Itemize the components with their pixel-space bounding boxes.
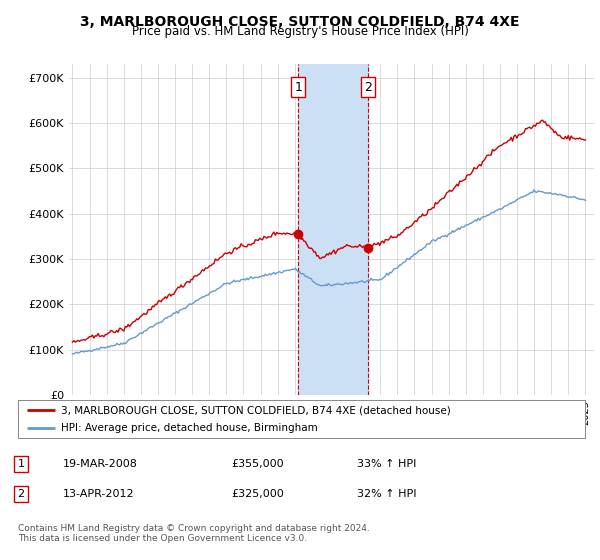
- Text: 2: 2: [17, 489, 25, 499]
- Text: £355,000: £355,000: [231, 459, 284, 469]
- Text: 19-MAR-2008: 19-MAR-2008: [63, 459, 138, 469]
- Text: Price paid vs. HM Land Registry's House Price Index (HPI): Price paid vs. HM Land Registry's House …: [131, 25, 469, 38]
- Text: 33% ↑ HPI: 33% ↑ HPI: [357, 459, 416, 469]
- Text: 13-APR-2012: 13-APR-2012: [63, 489, 134, 499]
- Text: 3, MARLBOROUGH CLOSE, SUTTON COLDFIELD, B74 4XE: 3, MARLBOROUGH CLOSE, SUTTON COLDFIELD, …: [80, 15, 520, 29]
- Text: 1: 1: [17, 459, 25, 469]
- Text: 2: 2: [364, 81, 372, 94]
- Text: 32% ↑ HPI: 32% ↑ HPI: [357, 489, 416, 499]
- Text: HPI: Average price, detached house, Birmingham: HPI: Average price, detached house, Birm…: [61, 423, 317, 433]
- Text: £325,000: £325,000: [231, 489, 284, 499]
- Bar: [298, 64, 368, 395]
- Text: 3, MARLBOROUGH CLOSE, SUTTON COLDFIELD, B74 4XE (detached house): 3, MARLBOROUGH CLOSE, SUTTON COLDFIELD, …: [61, 405, 450, 415]
- Text: 1: 1: [295, 81, 302, 94]
- Text: Contains HM Land Registry data © Crown copyright and database right 2024.
This d: Contains HM Land Registry data © Crown c…: [18, 524, 370, 543]
